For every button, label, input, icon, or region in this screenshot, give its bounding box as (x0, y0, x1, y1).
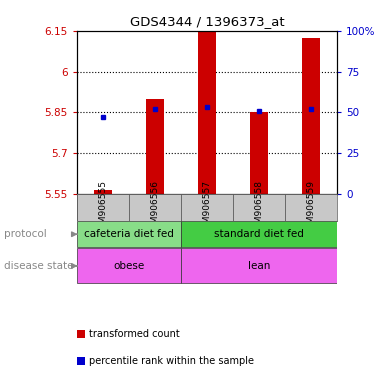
Text: standard diet fed: standard diet fed (214, 229, 304, 239)
Bar (146, 99, 164, 194)
Text: disease state: disease state (4, 261, 73, 271)
Bar (233, 194, 285, 221)
Bar (77, 248, 181, 283)
Bar (93, 190, 112, 194)
Bar (77, 194, 129, 221)
Text: GSM906557: GSM906557 (202, 180, 211, 235)
Text: cafeteria diet fed: cafeteria diet fed (84, 229, 173, 239)
Text: GSM906555: GSM906555 (98, 180, 107, 235)
Text: percentile rank within the sample: percentile rank within the sample (89, 356, 254, 366)
Bar (77, 221, 181, 247)
Bar (250, 112, 268, 194)
Text: GSM906558: GSM906558 (254, 180, 264, 235)
Title: GDS4344 / 1396373_at: GDS4344 / 1396373_at (129, 15, 284, 28)
Bar (181, 248, 337, 283)
Bar (181, 221, 337, 247)
Bar (302, 38, 320, 194)
Text: lean: lean (248, 261, 270, 271)
Bar (181, 194, 233, 221)
Text: obese: obese (113, 261, 144, 271)
Bar (198, 31, 216, 194)
Text: transformed count: transformed count (89, 329, 180, 339)
Text: GSM906559: GSM906559 (306, 180, 316, 235)
Text: GSM906556: GSM906556 (150, 180, 159, 235)
Text: protocol: protocol (4, 229, 47, 239)
Bar (129, 194, 181, 221)
Bar (285, 194, 337, 221)
